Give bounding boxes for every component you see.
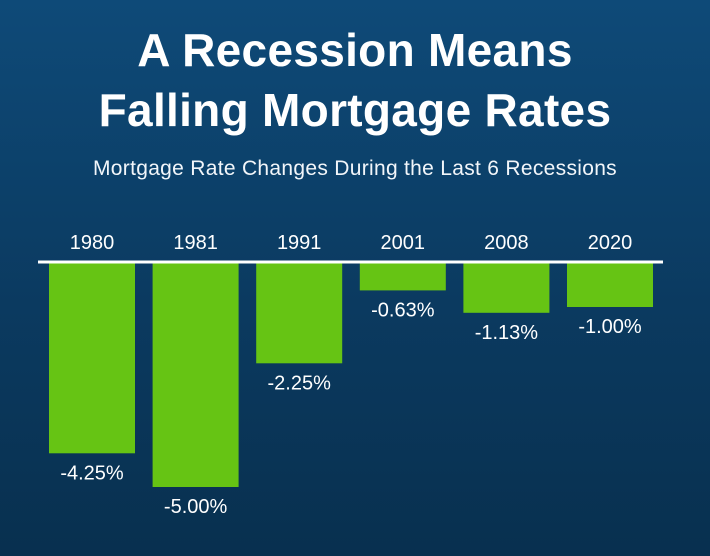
category-label-1991: 1991 bbox=[277, 232, 322, 254]
bar-2008 bbox=[463, 262, 550, 313]
category-label-2001: 2001 bbox=[381, 232, 426, 254]
value-label-2001: -0.63% bbox=[371, 299, 435, 321]
title-line-2: Falling Mortgage Rates bbox=[98, 84, 612, 136]
bar-1980 bbox=[49, 262, 135, 454]
value-label-1991: -2.25% bbox=[268, 372, 332, 394]
category-label-1980: 1980 bbox=[70, 232, 115, 254]
bar-2001 bbox=[359, 262, 446, 291]
chart-subtitle: Mortgage Rate Changes During the Last 6 … bbox=[93, 157, 617, 180]
category-label-2008: 2008 bbox=[484, 232, 529, 254]
category-label-1981: 1981 bbox=[173, 232, 218, 254]
value-label-2020: -1.00% bbox=[578, 316, 642, 338]
bar-1991 bbox=[256, 262, 343, 364]
bar-1981 bbox=[152, 262, 239, 487]
chart-title: A Recession Means Falling Mortgage Rates bbox=[0, 20, 710, 140]
value-label-2008: -1.13% bbox=[475, 322, 539, 344]
category-label-2020: 2020 bbox=[588, 232, 633, 254]
title-line-1: A Recession Means bbox=[137, 24, 573, 76]
value-label-1981: -5.00% bbox=[164, 496, 228, 518]
bar-2020 bbox=[567, 262, 653, 307]
value-label-1980: -4.25% bbox=[60, 462, 124, 484]
